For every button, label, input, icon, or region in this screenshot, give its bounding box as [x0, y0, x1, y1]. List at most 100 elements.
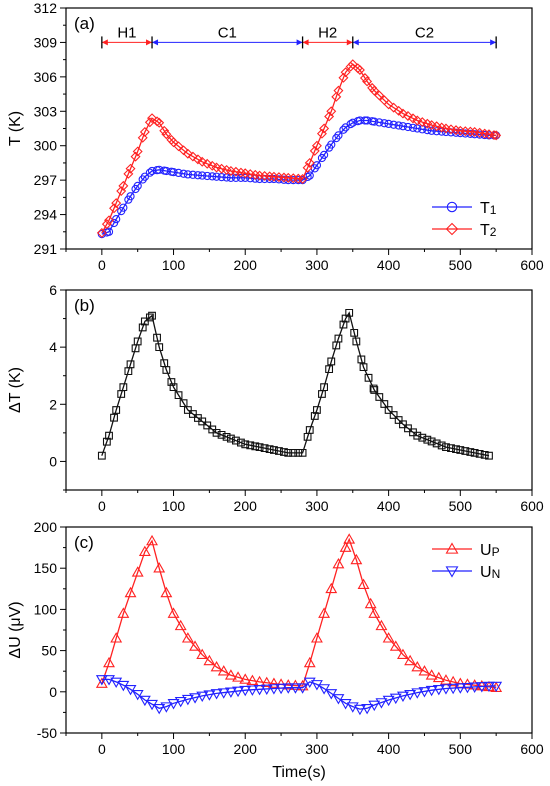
series-point [313, 406, 321, 414]
y-tick-label: 306 [34, 69, 58, 85]
up-point [418, 665, 431, 676]
t2-point [147, 113, 158, 124]
series-point [110, 413, 118, 422]
phase-arrow-head [101, 39, 108, 46]
t2-markers [96, 59, 502, 238]
y-tick-label: 297 [34, 172, 58, 188]
t2-point [374, 90, 385, 101]
y-axis-label: T (K) [7, 111, 24, 146]
up-point [203, 654, 216, 666]
series-point [305, 426, 314, 434]
un-point [167, 699, 180, 710]
t2-point [311, 140, 322, 151]
t1-point [398, 122, 408, 131]
up-point [432, 671, 445, 683]
x-tick-label: 400 [377, 257, 401, 273]
x-tick-label: 200 [234, 741, 258, 757]
legend-item-t2: T2 [432, 222, 497, 239]
t2-point [402, 111, 413, 121]
x-tick-label: 600 [520, 498, 544, 514]
legend-marker [446, 201, 458, 213]
series-point [350, 328, 359, 337]
t1-point [389, 120, 398, 129]
series-point [148, 311, 156, 320]
un-point [224, 687, 237, 698]
t2-point [187, 151, 198, 162]
t2-point [326, 106, 337, 117]
up-point [246, 674, 259, 685]
y-tick-label: 2 [49, 396, 57, 412]
legend-label-sub: 2 [490, 225, 497, 239]
up-point [267, 677, 280, 688]
series-point [432, 439, 441, 448]
t2-point [125, 163, 136, 174]
series-point [466, 448, 475, 456]
series-markers [97, 308, 493, 460]
up-markers [95, 533, 503, 692]
series-point [320, 383, 329, 392]
t2-point [412, 115, 423, 126]
t2-point [101, 219, 112, 230]
t2-point [340, 67, 351, 78]
t2-point [264, 171, 275, 182]
y-tick-label: 6 [49, 282, 57, 298]
x-tick-label: 0 [98, 498, 106, 514]
t2-point [182, 148, 193, 159]
t1-point [269, 174, 279, 184]
series-point [325, 365, 334, 374]
un-point [490, 681, 503, 693]
series-point [427, 437, 436, 446]
series-point [126, 360, 135, 369]
up-point [181, 632, 194, 643]
x-tick-label: 500 [449, 498, 473, 514]
series-point [188, 410, 197, 418]
y-tick-label: 294 [34, 207, 58, 223]
t2-point [359, 73, 370, 83]
series-point [105, 431, 113, 440]
series-point [409, 428, 417, 437]
up-point [475, 679, 488, 691]
t2-point [173, 141, 184, 152]
series-point [447, 444, 455, 453]
up-point [318, 607, 331, 618]
up-point [138, 545, 151, 557]
series-point [352, 337, 361, 346]
y-tick-label: 4 [49, 339, 57, 355]
series-point [275, 447, 283, 455]
series-point [260, 444, 269, 453]
up-point [232, 671, 245, 682]
x-tick-label: 300 [305, 257, 329, 273]
series-point [232, 436, 240, 445]
series-point [237, 438, 245, 447]
x-tick-label: 200 [234, 257, 258, 273]
series-point [485, 451, 493, 460]
t2-point [417, 117, 428, 128]
t2-point [154, 117, 165, 128]
x-tick-label: 100 [162, 257, 186, 273]
t1-point [133, 181, 142, 191]
legend-item-up: UP [432, 542, 500, 559]
legend-item-un: UN [432, 564, 500, 581]
phase-arrow-head [152, 39, 159, 46]
un-point [253, 685, 266, 696]
series-point [359, 363, 368, 372]
series-point [404, 424, 412, 433]
t1-point [188, 170, 198, 179]
up-point [103, 656, 115, 668]
t2-point [159, 125, 170, 136]
un-point [174, 696, 187, 708]
y-tick-label: 200 [34, 519, 58, 535]
t1-point [339, 125, 348, 134]
up-point [167, 607, 180, 618]
t1-point [327, 140, 336, 149]
t2-point [397, 108, 408, 119]
t1-point [174, 168, 183, 178]
plot-frame [65, 526, 533, 734]
t2-point [354, 64, 365, 75]
legend-marker [445, 542, 459, 554]
un-point [325, 689, 338, 700]
phase-label-h2: H2 [318, 24, 337, 41]
un-point [461, 682, 474, 694]
panel-label: (c) [74, 533, 94, 552]
t2-point [202, 158, 213, 169]
